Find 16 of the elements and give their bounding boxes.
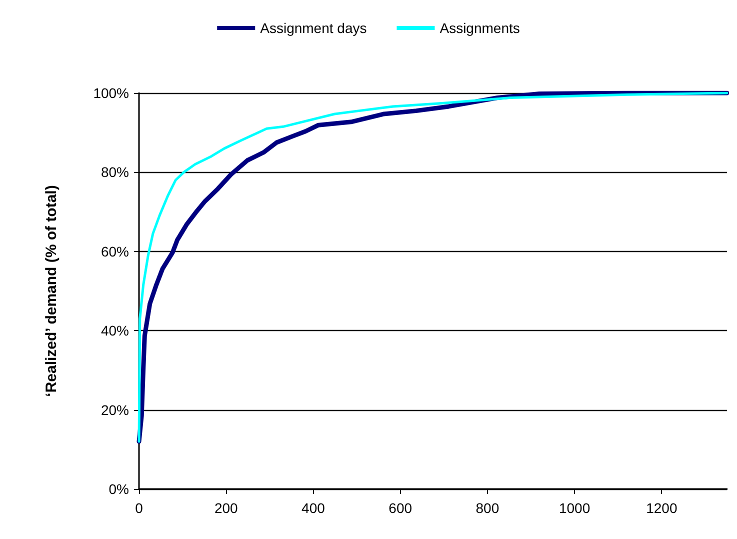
x-tick-label: 600 [388,500,412,516]
x-tick-label: 200 [214,500,238,516]
x-tick-label: 0 [135,500,144,516]
y-tick-label: 0% [108,481,129,497]
x-tick-label: 800 [476,500,500,516]
y-tick-label: 40% [100,322,129,339]
y-tick-label: 60% [100,243,129,260]
legend-label: Assignment days [260,20,367,36]
y-tick-label: 100% [93,85,129,101]
y-tick-label: 20% [100,402,129,418]
y-axis-title: ‘Realized’ demand (% of total) [43,185,60,397]
y-tick-label: 80% [100,164,129,180]
x-tick-label: 1200 [646,500,678,516]
legend-label: Assignments [440,20,520,36]
x-tick-label: 400 [302,500,326,516]
x-tick-label: 1000 [558,500,590,516]
